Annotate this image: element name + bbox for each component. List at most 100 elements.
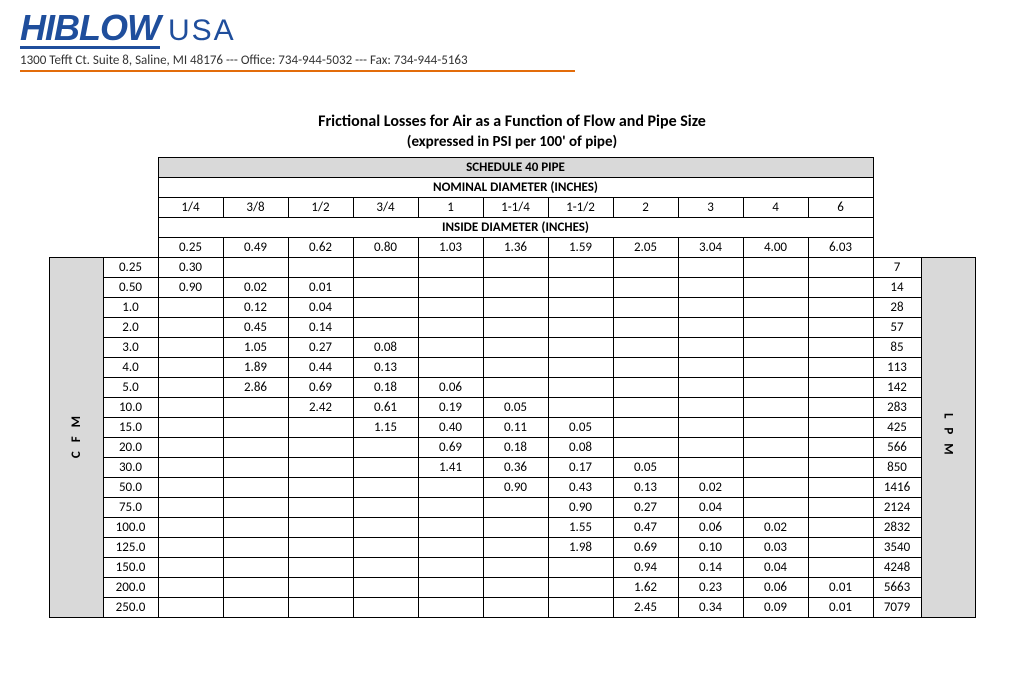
cfm-cell: 250.0 bbox=[103, 598, 158, 618]
loss-cell bbox=[808, 298, 873, 318]
table-row: 5.02.860.690.180.06142 bbox=[49, 378, 975, 398]
nominal-diameter-cell: 1-1/2 bbox=[548, 198, 613, 218]
loss-cell bbox=[418, 298, 483, 318]
inside-diameter-cell: 1.03 bbox=[418, 238, 483, 258]
loss-cell bbox=[678, 278, 743, 298]
loss-cell bbox=[158, 598, 223, 618]
loss-cell: 0.18 bbox=[483, 438, 548, 458]
loss-cell: 0.06 bbox=[418, 378, 483, 398]
loss-cell bbox=[743, 398, 808, 418]
table-row: 3.01.050.270.0885 bbox=[49, 338, 975, 358]
brand-name-primary: HIBLOW bbox=[20, 10, 160, 49]
loss-cell bbox=[483, 298, 548, 318]
cfm-axis-label: C F M bbox=[49, 258, 103, 618]
friction-loss-table: SCHEDULE 40 PIPE NOMINAL DIAMETER (INCHE… bbox=[49, 157, 976, 618]
loss-cell: 0.69 bbox=[613, 538, 678, 558]
loss-cell bbox=[158, 298, 223, 318]
table-row: 20.00.690.180.08566 bbox=[49, 438, 975, 458]
loss-cell bbox=[158, 398, 223, 418]
loss-cell: 0.02 bbox=[743, 518, 808, 538]
loss-cell bbox=[678, 258, 743, 278]
loss-cell bbox=[548, 598, 613, 618]
loss-cell bbox=[353, 298, 418, 318]
table-row: 250.02.450.340.090.017079 bbox=[49, 598, 975, 618]
cfm-cell: 15.0 bbox=[103, 418, 158, 438]
loss-cell bbox=[808, 558, 873, 578]
lpm-cell: 5663 bbox=[873, 578, 921, 598]
loss-cell: 0.47 bbox=[613, 518, 678, 538]
loss-cell bbox=[418, 338, 483, 358]
loss-cell bbox=[288, 418, 353, 438]
nominal-diameter-cell: 1-1/4 bbox=[483, 198, 548, 218]
loss-cell bbox=[613, 438, 678, 458]
loss-cell bbox=[808, 418, 873, 438]
table-row: 30.01.410.360.170.05850 bbox=[49, 458, 975, 478]
loss-cell bbox=[353, 438, 418, 458]
loss-cell: 0.04 bbox=[678, 498, 743, 518]
loss-cell: 0.69 bbox=[288, 378, 353, 398]
loss-cell bbox=[743, 338, 808, 358]
loss-cell bbox=[678, 458, 743, 478]
loss-cell bbox=[483, 578, 548, 598]
nominal-diameter-cell: 3/4 bbox=[353, 198, 418, 218]
loss-cell bbox=[223, 538, 288, 558]
loss-cell bbox=[678, 338, 743, 358]
inside-diameter-cell: 0.49 bbox=[223, 238, 288, 258]
inside-diameter-cell: 0.80 bbox=[353, 238, 418, 258]
loss-cell: 0.14 bbox=[678, 558, 743, 578]
loss-cell bbox=[223, 418, 288, 438]
loss-cell bbox=[223, 578, 288, 598]
loss-cell: 0.90 bbox=[548, 498, 613, 518]
loss-cell: 0.05 bbox=[548, 418, 613, 438]
loss-cell bbox=[613, 398, 678, 418]
loss-cell bbox=[418, 278, 483, 298]
lpm-cell: 2124 bbox=[873, 498, 921, 518]
loss-cell bbox=[288, 578, 353, 598]
loss-cell bbox=[418, 358, 483, 378]
contact-info: 1300 Tefft Ct. Suite 8, Saline, MI 48176… bbox=[20, 53, 1004, 68]
cfm-cell: 1.0 bbox=[103, 298, 158, 318]
loss-cell bbox=[223, 398, 288, 418]
loss-cell bbox=[418, 318, 483, 338]
loss-cell bbox=[743, 458, 808, 478]
loss-cell bbox=[158, 518, 223, 538]
brand-name-secondary: USA bbox=[168, 14, 236, 48]
loss-cell bbox=[418, 498, 483, 518]
table-row: 4.01.890.440.13113 bbox=[49, 358, 975, 378]
loss-cell bbox=[548, 558, 613, 578]
cfm-cell: 0.25 bbox=[103, 258, 158, 278]
inside-diameter-cell: 1.36 bbox=[483, 238, 548, 258]
loss-cell bbox=[548, 298, 613, 318]
loss-cell: 0.69 bbox=[418, 438, 483, 458]
loss-cell: 0.19 bbox=[418, 398, 483, 418]
loss-cell bbox=[353, 318, 418, 338]
loss-cell bbox=[418, 558, 483, 578]
loss-cell: 1.55 bbox=[548, 518, 613, 538]
loss-cell bbox=[743, 258, 808, 278]
loss-cell: 0.94 bbox=[613, 558, 678, 578]
nominal-header: NOMINAL DIAMETER (INCHES) bbox=[158, 178, 873, 198]
nominal-header-row: NOMINAL DIAMETER (INCHES) bbox=[49, 178, 975, 198]
loss-cell bbox=[288, 498, 353, 518]
loss-cell: 0.36 bbox=[483, 458, 548, 478]
nominal-diameter-cell: 3 bbox=[678, 198, 743, 218]
cfm-cell: 150.0 bbox=[103, 558, 158, 578]
loss-cell: 0.01 bbox=[808, 598, 873, 618]
loss-cell: 0.12 bbox=[223, 298, 288, 318]
table-row: 100.01.550.470.060.022832 bbox=[49, 518, 975, 538]
loss-cell bbox=[613, 378, 678, 398]
cfm-cell: 0.50 bbox=[103, 278, 158, 298]
loss-cell bbox=[353, 478, 418, 498]
loss-cell bbox=[288, 558, 353, 578]
loss-cell bbox=[158, 458, 223, 478]
inside-diameter-row: 0.250.490.620.801.031.361.592.053.044.00… bbox=[49, 238, 975, 258]
loss-cell bbox=[418, 258, 483, 278]
loss-cell bbox=[418, 538, 483, 558]
loss-cell: 0.23 bbox=[678, 578, 743, 598]
pipe-spec-row: SCHEDULE 40 PIPE bbox=[49, 158, 975, 178]
lpm-cell: 3540 bbox=[873, 538, 921, 558]
loss-cell: 0.06 bbox=[743, 578, 808, 598]
loss-cell bbox=[288, 458, 353, 478]
loss-cell bbox=[743, 358, 808, 378]
loss-cell bbox=[223, 478, 288, 498]
